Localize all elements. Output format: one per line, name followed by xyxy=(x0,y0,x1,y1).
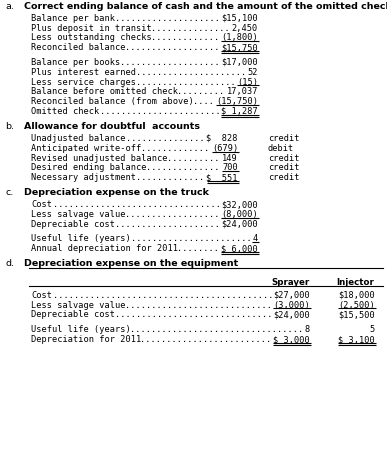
Text: .................................: ................................. xyxy=(130,325,303,334)
Text: ..................: .................. xyxy=(125,43,220,52)
Text: (1,800): (1,800) xyxy=(221,34,258,43)
Text: ..........................................: ........................................… xyxy=(53,291,273,300)
Text: (8,000): (8,000) xyxy=(221,210,258,219)
Text: $17,000: $17,000 xyxy=(221,58,258,67)
Text: $24,000: $24,000 xyxy=(221,219,258,228)
Text: Annual depreciation for 2011: Annual depreciation for 2011 xyxy=(31,244,178,253)
Text: ....................: .................... xyxy=(115,14,220,23)
Text: Injector: Injector xyxy=(336,278,374,287)
Text: $ 3,100: $ 3,100 xyxy=(338,335,375,344)
Text: ........: ........ xyxy=(177,244,219,253)
Text: 149: 149 xyxy=(222,154,238,163)
Text: Cost: Cost xyxy=(31,291,52,300)
Text: ...............: ............... xyxy=(126,134,204,143)
Text: Balance before omitted check: Balance before omitted check xyxy=(31,88,178,96)
Text: .............: ............. xyxy=(136,173,204,182)
Text: credit: credit xyxy=(268,134,300,143)
Text: 17,037: 17,037 xyxy=(226,88,258,96)
Text: $ 1,287: $ 1,287 xyxy=(221,107,258,116)
Text: Correct ending balance of cash and the amount of the omitted check: Correct ending balance of cash and the a… xyxy=(24,2,387,11)
Text: 4: 4 xyxy=(253,235,258,244)
Text: ...............: ............... xyxy=(151,24,230,33)
Text: Depreciable cost: Depreciable cost xyxy=(31,219,115,228)
Text: ...................: ................... xyxy=(120,58,220,67)
Text: Less salvage value: Less salvage value xyxy=(31,210,125,219)
Text: .....................: ..................... xyxy=(136,68,246,77)
Text: Useful life (years): Useful life (years) xyxy=(31,235,131,244)
Text: 700: 700 xyxy=(222,163,238,172)
Text: ..............................: .............................. xyxy=(115,310,272,319)
Text: Balance per bank: Balance per bank xyxy=(31,14,115,23)
Text: c.: c. xyxy=(5,188,13,197)
Text: Less salvage value: Less salvage value xyxy=(31,301,125,310)
Text: 52: 52 xyxy=(248,68,258,77)
Text: (2,500): (2,500) xyxy=(338,301,375,310)
Text: ...................: ................... xyxy=(136,78,236,87)
Text: ..........: .......... xyxy=(167,154,219,163)
Text: Depreciation for 2011: Depreciation for 2011 xyxy=(31,335,141,344)
Text: (679): (679) xyxy=(212,144,238,153)
Text: 8: 8 xyxy=(305,325,310,334)
Text: $27,000: $27,000 xyxy=(273,291,310,300)
Text: 2,450: 2,450 xyxy=(232,24,258,33)
Text: Less outstanding checks: Less outstanding checks xyxy=(31,34,152,43)
Text: d.: d. xyxy=(5,260,14,269)
Text: .............: ............. xyxy=(151,34,219,43)
Text: credit: credit xyxy=(268,154,300,163)
Text: Reconciled balance: Reconciled balance xyxy=(31,43,125,52)
Text: Reconciled balance (from above): Reconciled balance (from above) xyxy=(31,97,194,106)
Text: $24,000: $24,000 xyxy=(273,310,310,319)
Text: Necessary adjustment: Necessary adjustment xyxy=(31,173,136,182)
Text: a.: a. xyxy=(5,2,14,11)
Text: $  828: $ 828 xyxy=(207,134,238,143)
Text: .......................: ....................... xyxy=(99,107,220,116)
Text: Anticipated write-off: Anticipated write-off xyxy=(31,144,141,153)
Text: credit: credit xyxy=(268,163,300,172)
Text: $ 3,000: $ 3,000 xyxy=(273,335,310,344)
Text: ..................: .................. xyxy=(125,210,220,219)
Text: Depreciation expense on the truck: Depreciation expense on the truck xyxy=(24,188,209,197)
Text: .........: ......... xyxy=(177,88,224,96)
Text: .............: ............. xyxy=(141,144,209,153)
Text: ............................: ............................ xyxy=(125,301,272,310)
Text: (3,000): (3,000) xyxy=(273,301,310,310)
Text: .......................: ....................... xyxy=(130,235,251,244)
Text: Cost: Cost xyxy=(31,200,52,209)
Text: 5: 5 xyxy=(370,325,375,334)
Text: $ 6,000: $ 6,000 xyxy=(221,244,258,253)
Text: Allowance for doubtful  accounts: Allowance for doubtful accounts xyxy=(24,122,200,131)
Text: ................................: ................................ xyxy=(53,200,221,209)
Text: debit: debit xyxy=(268,144,294,153)
Text: $18,000: $18,000 xyxy=(338,291,375,300)
Text: .........................: ......................... xyxy=(140,335,272,344)
Text: Plus interest earned: Plus interest earned xyxy=(31,68,136,77)
Text: credit: credit xyxy=(268,173,300,182)
Text: Plus deposit in transit: Plus deposit in transit xyxy=(31,24,152,33)
Text: ..............: .............. xyxy=(146,163,220,172)
Text: ....: .... xyxy=(193,97,214,106)
Text: (15): (15) xyxy=(237,78,258,87)
Text: Unadjusted balance: Unadjusted balance xyxy=(31,134,125,143)
Text: Depreciable cost: Depreciable cost xyxy=(31,310,115,319)
Text: Depreciation expense on the equipment: Depreciation expense on the equipment xyxy=(24,260,238,269)
Text: $15,100: $15,100 xyxy=(221,14,258,23)
Text: ....................: .................... xyxy=(115,219,220,228)
Text: Sprayer: Sprayer xyxy=(271,278,309,287)
Text: $15,750: $15,750 xyxy=(221,43,258,52)
Text: Omitted check: Omitted check xyxy=(31,107,99,116)
Text: $15,500: $15,500 xyxy=(338,310,375,319)
Text: Desired ending balance: Desired ending balance xyxy=(31,163,147,172)
Text: Balance per books: Balance per books xyxy=(31,58,120,67)
Text: Less service charges: Less service charges xyxy=(31,78,136,87)
Text: $32,000: $32,000 xyxy=(221,200,258,209)
Text: b.: b. xyxy=(5,122,14,131)
Text: Useful life (years): Useful life (years) xyxy=(31,325,131,334)
Text: $  551: $ 551 xyxy=(207,173,238,182)
Text: (15,750): (15,750) xyxy=(216,97,258,106)
Text: Revised unadjusted balance: Revised unadjusted balance xyxy=(31,154,168,163)
